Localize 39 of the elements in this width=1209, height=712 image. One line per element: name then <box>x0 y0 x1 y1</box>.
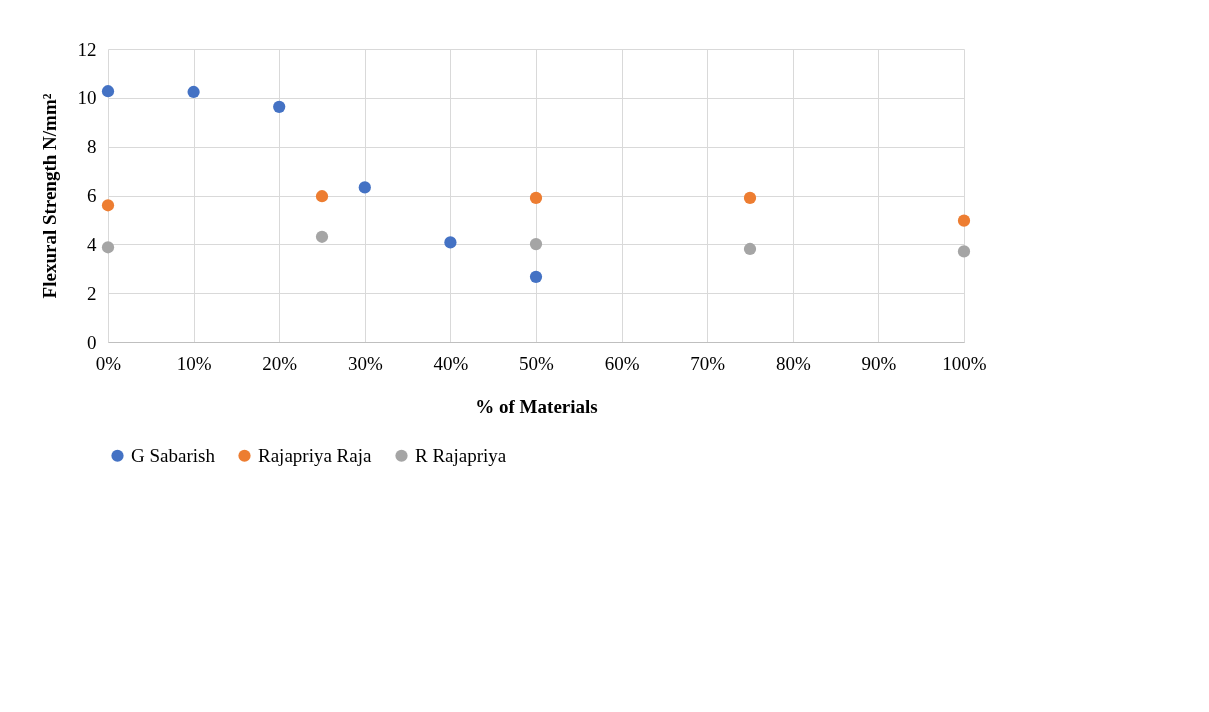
x-tick-label: 100% <box>942 352 987 374</box>
y-tick-label: 6 <box>87 185 97 206</box>
x-tick-label: 90% <box>861 352 897 374</box>
x-tick-label: 30% <box>347 352 383 374</box>
legend-label: Rajapriya Raja <box>258 444 372 466</box>
point <box>529 191 543 205</box>
point <box>444 236 457 249</box>
x-tick-label: 60% <box>604 352 640 374</box>
point <box>315 230 329 243</box>
y-tick-label: 12 <box>77 38 97 60</box>
legend-label: R Rajapriya <box>415 444 507 466</box>
x-tick-label: 80% <box>775 352 811 374</box>
x-tick-label: 70% <box>690 352 726 374</box>
point <box>529 270 543 283</box>
legend-label: G Sabarish <box>131 444 216 466</box>
point <box>187 85 200 99</box>
point <box>743 242 757 256</box>
x-axis-title: % of Materials <box>475 395 598 417</box>
point <box>957 245 971 258</box>
x-tick-label: 0% <box>95 352 122 374</box>
point <box>743 191 757 205</box>
x-tick-label: 40% <box>433 352 469 374</box>
y-tick-label: 10 <box>77 87 97 109</box>
point <box>358 181 371 194</box>
y-tick-label: 2 <box>87 282 97 304</box>
y-tick-label: 0 <box>87 331 97 353</box>
x-tick-label: 10% <box>176 352 212 374</box>
point <box>101 85 115 98</box>
point <box>101 199 115 212</box>
point <box>101 241 115 254</box>
y-axis-title: Flexural Strength N/mm² <box>38 93 60 299</box>
point <box>529 237 543 251</box>
y-tick-label: 4 <box>87 233 97 255</box>
y-tick-label: 8 <box>87 136 97 158</box>
x-tick-label: 50% <box>519 352 555 374</box>
point <box>957 214 971 227</box>
x-tick-label: 20% <box>262 352 298 374</box>
point <box>315 190 329 203</box>
point <box>273 100 286 113</box>
